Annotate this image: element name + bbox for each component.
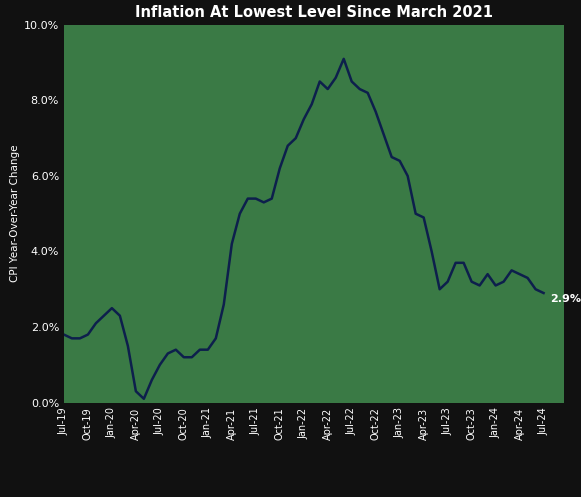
Title: Inflation At Lowest Level Since March 2021: Inflation At Lowest Level Since March 20…: [135, 4, 493, 19]
Text: 2.9%: 2.9%: [550, 294, 581, 304]
Y-axis label: CPI Year-Over-Year Change: CPI Year-Over-Year Change: [10, 145, 20, 282]
